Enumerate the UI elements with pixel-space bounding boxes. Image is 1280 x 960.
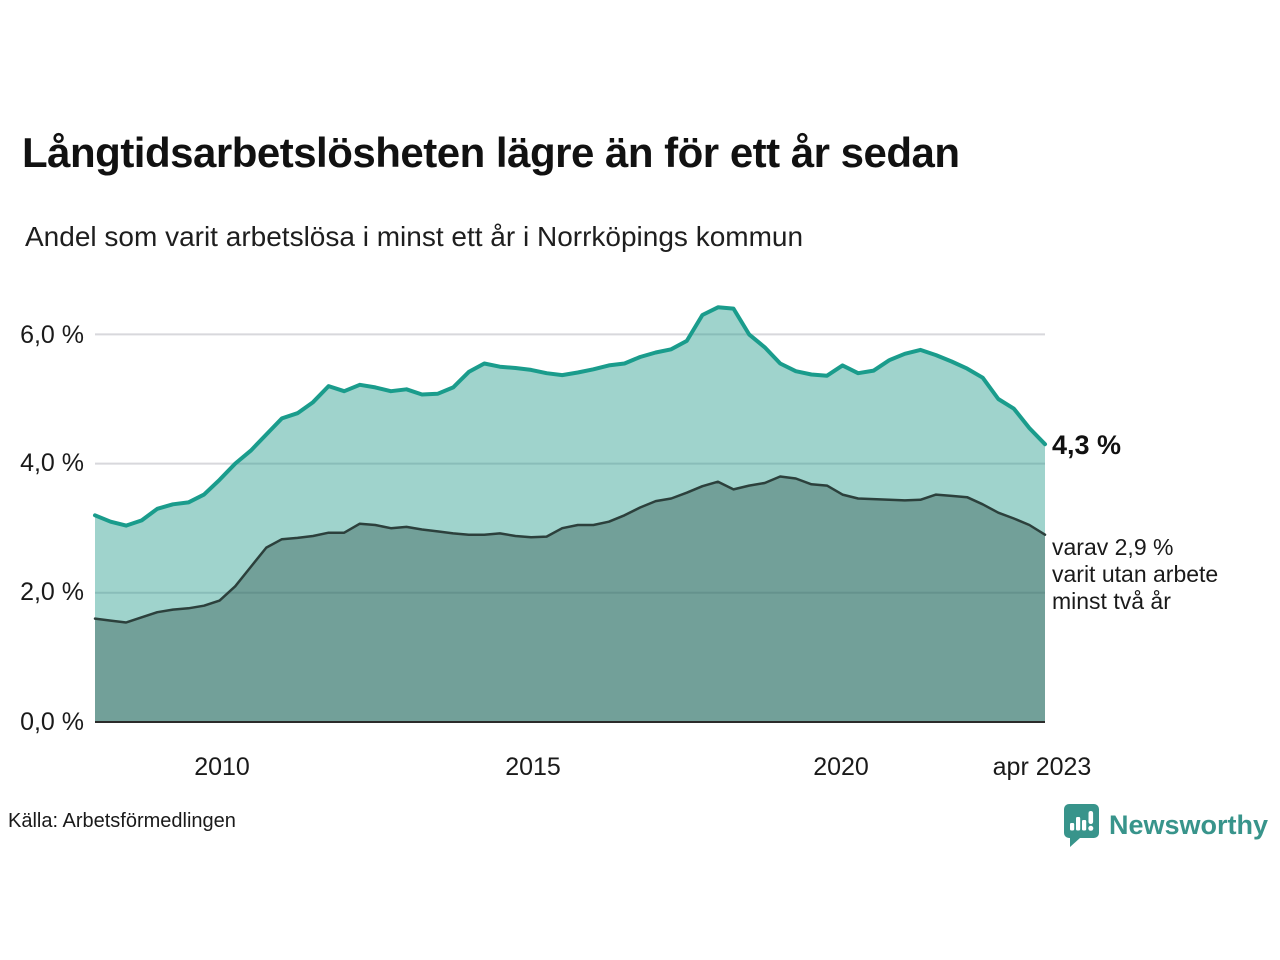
- newsworthy-logo-icon: [1063, 803, 1100, 848]
- series-end-note: varav 2,9 % varit utan arbete minst två …: [1052, 534, 1218, 615]
- end-note-line-2: varit utan arbete: [1052, 561, 1219, 587]
- y-axis-tick-6: 6,0 %: [20, 321, 84, 349]
- source-credit: Källa: Arbetsförmedlingen: [8, 810, 236, 832]
- end-note-line-1: varav 2,9 %: [1052, 534, 1174, 560]
- x-axis-tick-2010: 2010: [194, 753, 250, 781]
- y-axis-tick-2: 2,0 %: [20, 578, 84, 606]
- chart-subtitle: Andel som varit arbetslösa i minst ett å…: [25, 221, 804, 252]
- y-axis-tick-0: 0,0 %: [20, 708, 84, 736]
- series-line-0: [93, 305, 1047, 528]
- series-area-1: [95, 476, 1045, 722]
- x-axis-tick-2015: 2015: [505, 753, 561, 781]
- y-axis-tick-4: 4,0 %: [20, 449, 84, 477]
- series-area-0: [95, 307, 1045, 722]
- newsworthy-brand: Newsworthy: [1063, 803, 1268, 848]
- series-line-1: [93, 475, 1047, 624]
- newsworthy-wordmark: Newsworthy: [1108, 810, 1268, 840]
- x-axis-tick-2020: 2020: [813, 753, 869, 781]
- end-note-line-3: minst två år: [1052, 588, 1171, 614]
- chart-title: Långtidsarbetslösheten lägre än för ett …: [22, 129, 960, 176]
- series-end-value-label: 4,3 %: [1052, 430, 1122, 460]
- x-axis-tick-apr-2023: apr 2023: [992, 753, 1092, 781]
